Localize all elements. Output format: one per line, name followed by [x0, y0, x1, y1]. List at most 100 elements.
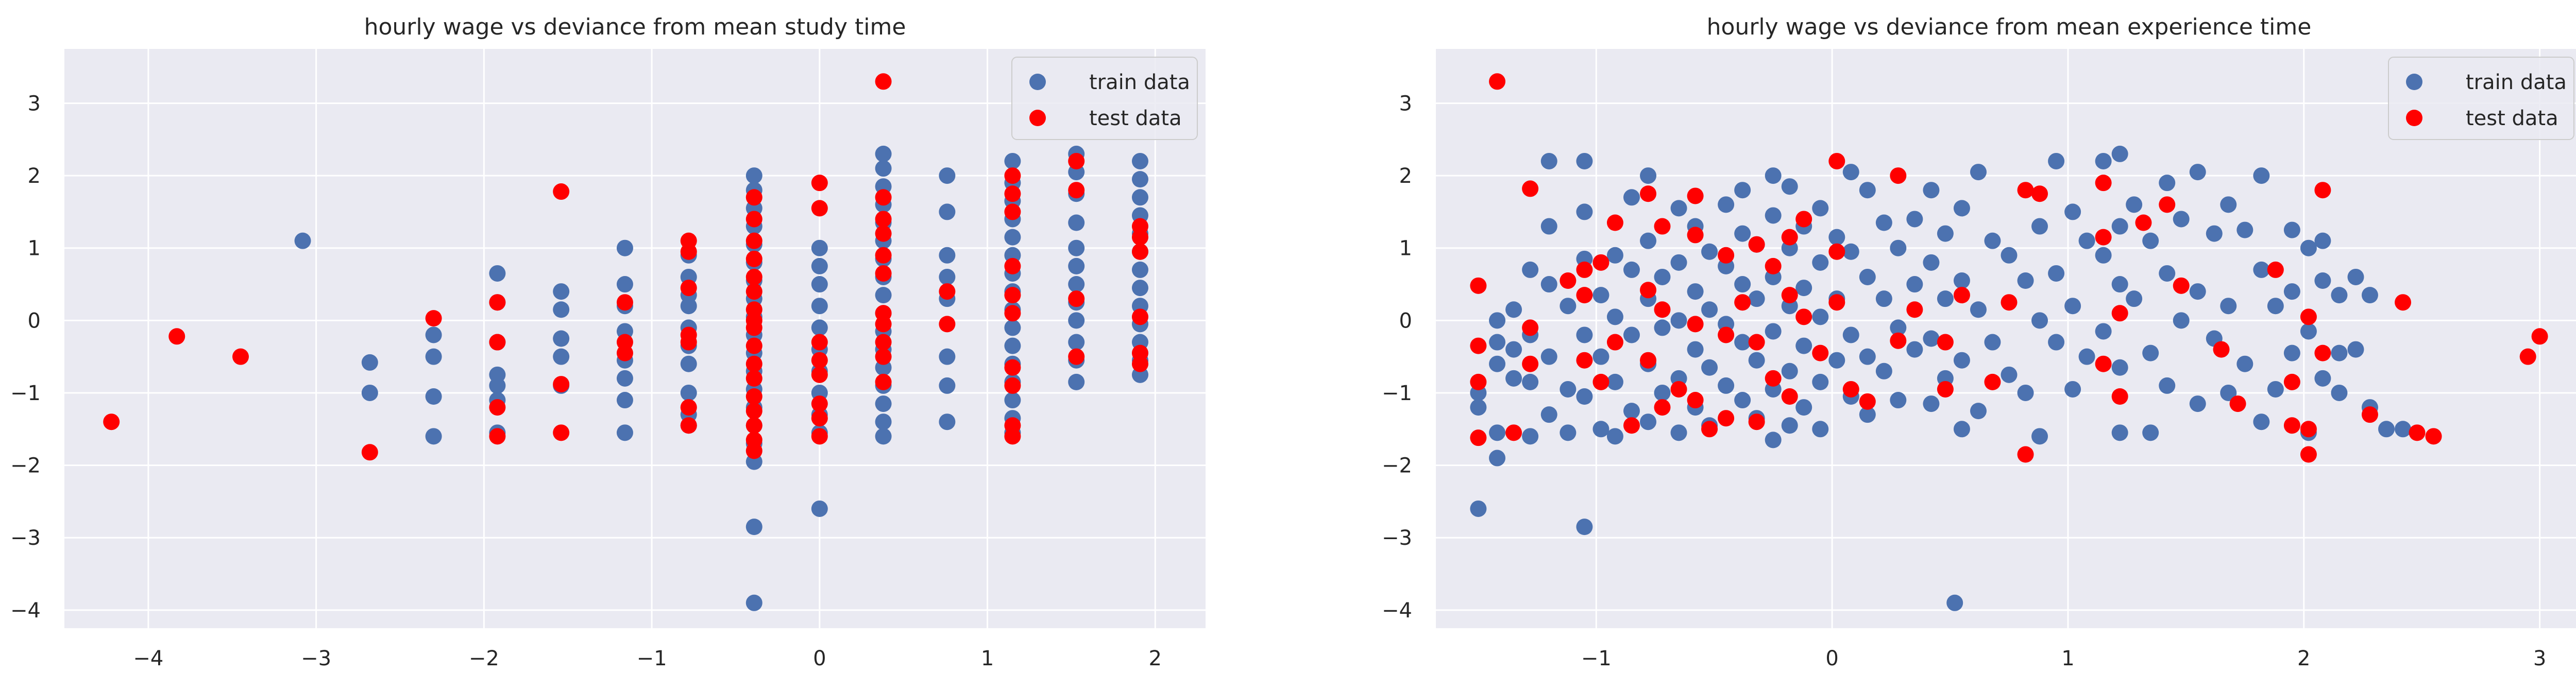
train-data-point — [1734, 392, 1751, 409]
test-data-point — [1004, 377, 1021, 394]
test-data-point — [1765, 370, 1782, 387]
test-data-point — [2031, 185, 2048, 202]
train-data-point — [616, 424, 633, 441]
test-data-point — [1004, 185, 1021, 202]
train-data-point — [1592, 421, 1609, 438]
train-data-point — [875, 145, 892, 162]
test-data-point — [745, 232, 762, 249]
train-data-point — [811, 298, 828, 315]
train-data-point — [1842, 243, 1859, 260]
train-data-point — [2283, 283, 2300, 300]
test-data-point — [232, 348, 249, 365]
test-data-point — [1748, 236, 1765, 253]
test-data-point — [1906, 301, 1923, 318]
train-data-point — [2064, 203, 2081, 220]
train-data-point — [1812, 421, 1829, 438]
train-data-point — [2159, 265, 2176, 282]
train-data-point — [1859, 268, 1876, 285]
test-data-point — [1859, 393, 1876, 410]
train-data-point — [2001, 247, 2018, 264]
train-data-point — [1540, 348, 1557, 365]
test-data-point — [2229, 395, 2246, 412]
train-data-point — [1004, 337, 1021, 354]
train-data-point — [1718, 196, 1735, 213]
train-data-point — [2142, 344, 2159, 361]
legend-box — [2388, 57, 2574, 140]
train-data-point — [2126, 196, 2143, 213]
train-data-point — [1890, 239, 1907, 256]
test-data-point — [2001, 294, 2018, 311]
test-data-point — [1781, 287, 1798, 304]
train-data-point — [745, 594, 762, 611]
train-data-point — [1489, 334, 1506, 351]
train-data-point — [2347, 268, 2364, 285]
train-data-point — [1875, 290, 1892, 307]
test-data-point — [1795, 211, 1812, 228]
train-data-point — [1859, 348, 1876, 365]
train-data-point — [2159, 377, 2176, 394]
test-data-point — [875, 225, 892, 242]
test-data-point — [2283, 417, 2300, 434]
test-data-point — [1842, 381, 1859, 398]
test-data-point — [745, 283, 762, 300]
train-data-point — [1560, 424, 1577, 441]
test-data-point — [1828, 243, 1845, 260]
x-tick-label: 1 — [2061, 647, 2074, 670]
train-data-point — [1842, 164, 1859, 181]
y-tick-label: 2 — [28, 164, 41, 188]
y-tick-label: 1 — [28, 237, 41, 261]
train-data-point — [1984, 334, 2001, 351]
test-data-point — [489, 399, 506, 416]
test-data-point — [1718, 410, 1735, 427]
train-data-point — [2283, 221, 2300, 238]
train-data-point — [1890, 319, 1907, 336]
legend-train-marker — [2406, 74, 2422, 90]
train-data-point — [939, 167, 956, 184]
train-data-point — [2236, 221, 2253, 238]
train-data-point — [1004, 319, 1021, 336]
chart-panel-study-time: −4 −3 −2 −1 0 1 2 −4 −3 −2 −1 0 1 2 3 hourly wage vs de… — [10, 14, 1206, 670]
train-data-point — [2017, 272, 2034, 289]
train-data-point — [1131, 189, 1148, 206]
train-data-point — [2048, 334, 2065, 351]
test-data-point — [1505, 424, 1522, 441]
train-data-point — [1522, 428, 1539, 445]
train-data-point — [1623, 403, 1640, 420]
train-data-point — [616, 370, 633, 387]
train-data-point — [2331, 344, 2348, 361]
test-data-point — [2111, 388, 2128, 405]
test-data-point — [1890, 167, 1907, 184]
train-data-point — [1623, 189, 1640, 206]
y-tick-label: 1 — [1399, 237, 1412, 261]
test-data-point — [2213, 341, 2230, 358]
train-data-point — [2142, 232, 2159, 249]
train-data-point — [1670, 254, 1687, 271]
train-data-point — [2031, 218, 2048, 235]
test-data-point — [1812, 344, 1829, 361]
test-data-point — [875, 265, 892, 282]
chart-panel-experience-time: −1 0 1 2 3 −4 −3 −2 −1 0 1 2 3 hourly wage vs devianc… — [1297, 0, 2576, 688]
test-data-point — [1687, 227, 1704, 244]
train-data-point — [553, 283, 570, 300]
test-data-point — [811, 175, 828, 192]
test-data-point — [2095, 229, 2112, 246]
train-data-point — [2001, 366, 2018, 383]
train-data-point — [1623, 326, 1640, 343]
train-data-point — [1654, 268, 1671, 285]
train-data-point — [1875, 363, 1892, 380]
train-data-point — [939, 247, 956, 264]
test-data-point — [168, 328, 185, 345]
test-data-point — [745, 319, 762, 336]
train-data-point — [1765, 207, 1782, 224]
train-data-point — [1470, 399, 1487, 416]
train-data-point — [2111, 424, 2128, 441]
train-data-point — [1859, 406, 1876, 423]
train-data-point — [745, 519, 762, 536]
train-data-point — [1654, 384, 1671, 401]
train-data-point — [553, 330, 570, 347]
train-data-point — [1522, 261, 1539, 278]
x-tick-label: −3 — [301, 647, 331, 670]
train-data-point — [939, 413, 956, 430]
y-tick-label: −1 — [10, 382, 41, 405]
y-tick-label: 3 — [1399, 92, 1412, 115]
